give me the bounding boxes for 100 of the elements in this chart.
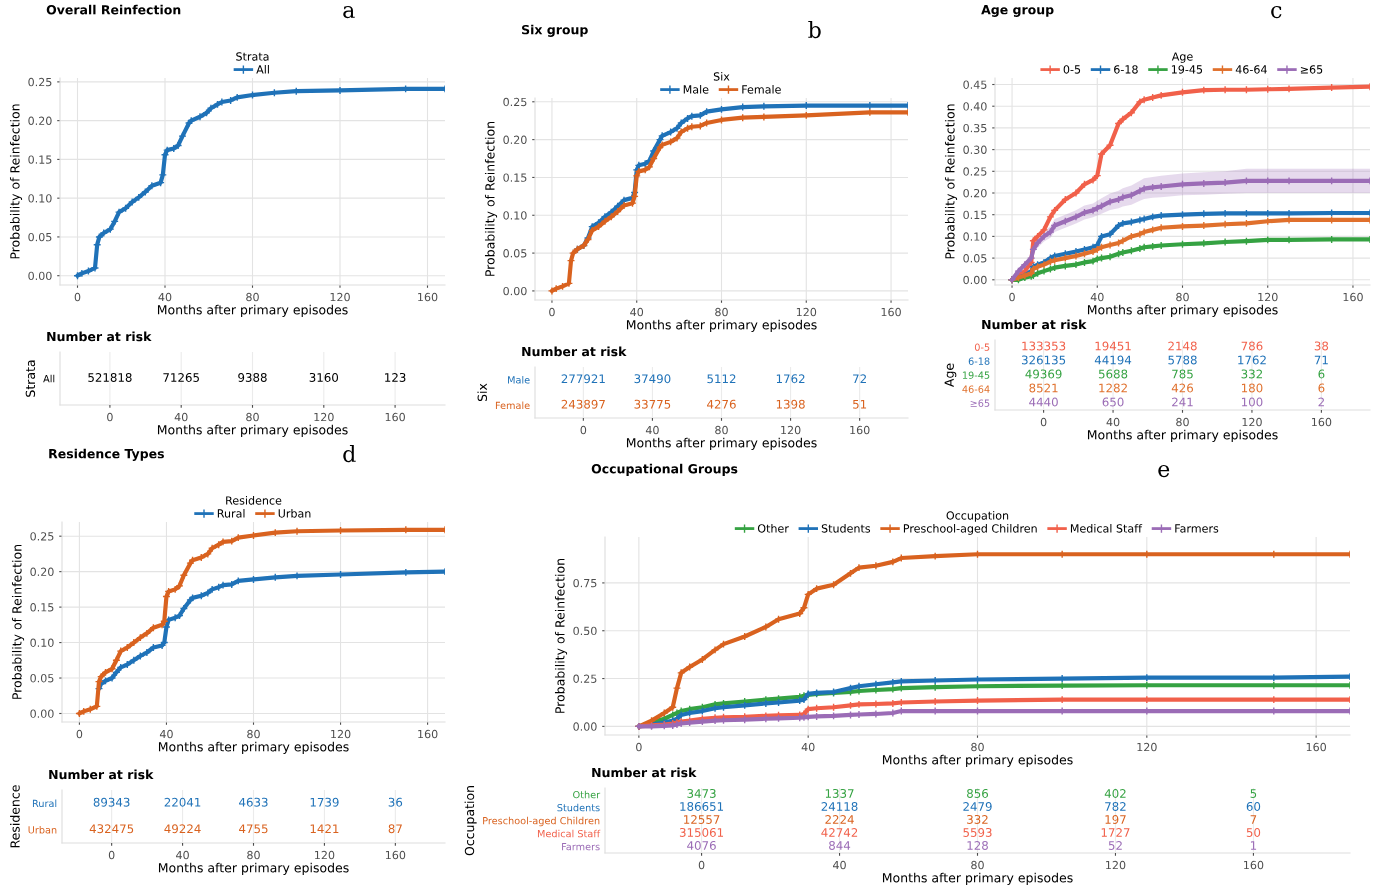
- data-label: 650: [1102, 397, 1124, 407]
- data-label: 277921: [561, 374, 605, 384]
- x-tick-label: 40: [1090, 292, 1104, 302]
- y-axis-title: Probability of Reinfection: [554, 558, 568, 713]
- chart-title: Residence Types: [49, 448, 164, 461]
- data-label: 4276: [707, 399, 736, 409]
- x-axis-title: Months after primary episodes: [1087, 429, 1278, 442]
- x-tick-label: 40: [159, 729, 173, 739]
- y-tick-label: Male: [508, 376, 530, 384]
- x-tick-label: 120: [330, 292, 350, 302]
- y-axis-title: Age: [944, 363, 957, 387]
- data-label: 8521: [1029, 383, 1058, 393]
- y-tick-label: 0.25: [30, 532, 54, 541]
- data-label: 1398: [776, 399, 805, 409]
- x-tick-label: 80: [1176, 292, 1189, 302]
- x-tick-label: 0: [698, 860, 705, 870]
- x-axis-title: Months after primary episodes: [157, 424, 348, 437]
- data-label: 7: [1250, 815, 1257, 824]
- x-tick-label: 160: [1343, 292, 1363, 302]
- y-tick-label: 0.45: [963, 80, 987, 89]
- y-tick-label: 0.00: [573, 722, 597, 731]
- x-tick-label: 80: [247, 729, 260, 739]
- text: a: [343, 5, 355, 19]
- data-label: 243897: [561, 399, 605, 409]
- x-tick-label: 160: [881, 307, 901, 317]
- x-tick-label: 160: [385, 850, 406, 860]
- x-tick-label: 80: [246, 292, 259, 302]
- legend-label: Male: [683, 85, 709, 94]
- y-axis-title: Probability of Reinfection: [11, 544, 25, 699]
- data-label: 50: [1246, 828, 1261, 837]
- y-tick-label: 46-64: [962, 385, 990, 393]
- x-tick-label: 0: [107, 412, 113, 422]
- data-label: 5593: [963, 828, 992, 837]
- data-label: 2479: [963, 802, 992, 811]
- x-tick-label: 0: [549, 307, 555, 317]
- x-tick-label: 40: [833, 860, 846, 870]
- data-label: 844: [829, 841, 851, 850]
- x-axis-title: Months after primary episodes: [158, 741, 349, 754]
- data-label: 1: [1250, 841, 1257, 850]
- legend-title: Occupation: [946, 511, 1009, 522]
- x-tick-label: 120: [1137, 742, 1157, 752]
- y-tick-label: 0.20: [30, 567, 54, 577]
- data-label: 2224: [825, 815, 854, 824]
- data-label: 52: [1108, 841, 1122, 850]
- y-tick-label: 0-5: [974, 343, 990, 351]
- data-label: 2148: [1168, 341, 1197, 351]
- x-tick-label: 40: [174, 412, 188, 422]
- data-label: 5112: [707, 374, 736, 384]
- legend-title: Six: [713, 72, 730, 81]
- data-label: 521818: [88, 373, 132, 382]
- data-label: 9388: [238, 373, 267, 382]
- data-label: 24118: [821, 802, 858, 811]
- x-tick-label: 80: [247, 850, 260, 860]
- x-tick-label: 160: [418, 292, 438, 302]
- x-tick-label: 160: [1244, 860, 1264, 870]
- data-label: 6: [1318, 369, 1325, 379]
- x-tick-label: 160: [1306, 742, 1326, 752]
- x-axis-title: Months after primary episodes: [882, 754, 1073, 767]
- data-label: 197: [1105, 815, 1126, 824]
- y-tick-label: 0.75: [573, 578, 597, 588]
- chart-title: Six group: [522, 24, 588, 37]
- legend-label: Medical Staff: [1070, 524, 1143, 533]
- y-tick-label: 0.25: [573, 674, 597, 683]
- x-tick-label: 160: [385, 412, 405, 422]
- y-tick-label: Other: [573, 790, 601, 799]
- data-label: 71265: [163, 373, 199, 382]
- x-tick-label: 0: [74, 292, 81, 302]
- text: d: [343, 444, 356, 463]
- y-tick-label: Female: [495, 401, 530, 410]
- y-tick-label: 6-18: [968, 357, 990, 365]
- y-tick-label: 0.25: [503, 97, 527, 107]
- y-axis-title: Six: [477, 383, 488, 402]
- data-label: 180: [1241, 383, 1263, 393]
- x-tick-label: 120: [1258, 292, 1278, 302]
- data-label: 5788: [1168, 355, 1197, 365]
- data-label: 133353: [1022, 341, 1066, 351]
- x-tick-label: 0: [1009, 292, 1015, 302]
- x-tick-label: 80: [1176, 417, 1189, 427]
- legend-label: 19-45: [1171, 65, 1203, 74]
- y-tick-label: 0.10: [503, 211, 527, 220]
- x-tick-label: 0: [76, 729, 83, 739]
- data-label: 38: [1314, 341, 1329, 351]
- y-axis-title: Probability of Reinfection: [484, 121, 498, 276]
- x-tick-label: 0: [108, 850, 115, 860]
- legend-label: 46-64: [1235, 65, 1267, 74]
- chart-title: Occupational Groups: [591, 463, 738, 476]
- data-label: 326135: [1021, 355, 1066, 365]
- y-axis-title: Strata: [25, 360, 36, 397]
- chart-title: Number at risk: [982, 319, 1087, 330]
- y-tick-label: Urban: [28, 826, 57, 834]
- x-tick-label: 0: [1040, 417, 1047, 427]
- y-tick-label: 0.25: [28, 77, 52, 87]
- data-label: 786: [1241, 341, 1263, 351]
- data-label: 49369: [1025, 369, 1062, 379]
- x-tick-label: 40: [158, 292, 172, 302]
- data-label: 4755: [239, 824, 268, 834]
- data-label: 3160: [309, 373, 339, 382]
- x-tick-label: 120: [1242, 417, 1262, 427]
- y-tick-label: 0.30: [963, 145, 987, 154]
- x-tick-label: 160: [1312, 417, 1332, 427]
